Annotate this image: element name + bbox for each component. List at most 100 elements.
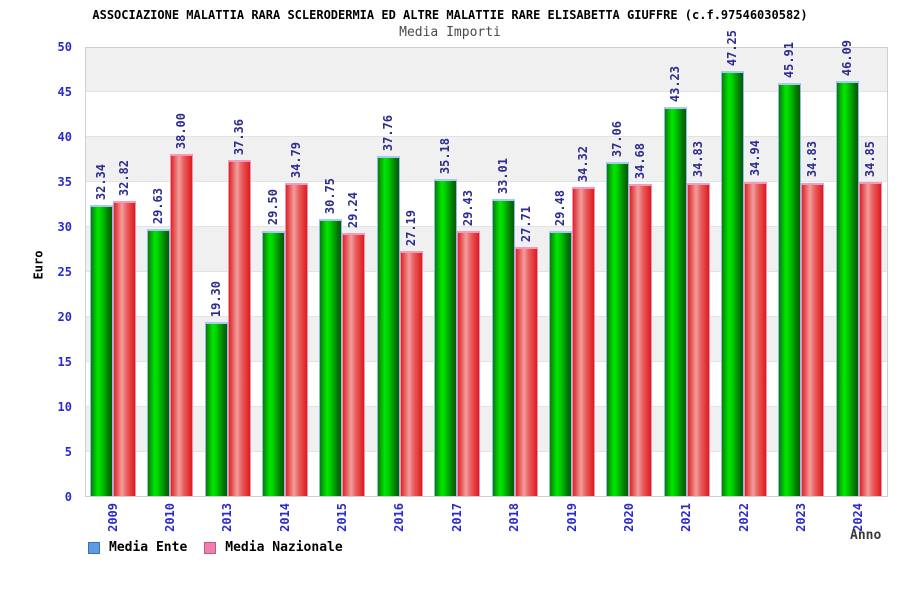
- bar-media-ente-2016: [376, 156, 400, 496]
- bar-value-label-media-nazionale-2016: 27.19: [403, 210, 418, 247]
- x-tick-label-2023: 2023: [793, 503, 808, 532]
- bar-media-ente-2022: [720, 70, 744, 496]
- bar-group-2021: 43.23 34.83: [660, 48, 717, 496]
- bar-media-nazionale-2010: [170, 154, 194, 496]
- legend-label-media-ente: Media Ente: [109, 540, 188, 555]
- y-tick-label-15: 15: [57, 355, 72, 369]
- bar-media-ente-2009: [90, 204, 113, 496]
- bar-group-2018: 33.01 27.71: [488, 48, 545, 496]
- x-tick-label-2017: 2017: [449, 503, 464, 532]
- x-tick-label-2022: 2022: [736, 503, 751, 532]
- bar-value-label-media-nazionale-2021: 34.83: [690, 141, 705, 178]
- y-tick-label-50: 50: [57, 40, 72, 54]
- bar-media-nazionale-2024: [858, 182, 882, 496]
- bar-media-nazionale-2015: [342, 232, 366, 496]
- bar-group-2024: 46.09 34.85: [832, 40, 889, 496]
- x-tick-label-2021: 2021: [679, 503, 694, 532]
- bar-media-nazionale-2016: [399, 251, 423, 496]
- bar-value-label-media-ente-2010: 29.63: [151, 188, 166, 225]
- bar-group-2017: 35.18 29.43: [430, 48, 487, 496]
- bar-media-nazionale-2021: [686, 182, 710, 496]
- bar-media-nazionale-2014: [285, 182, 309, 496]
- bar-value-label-media-ente-2015: 30.75: [323, 178, 338, 215]
- bar-group-2022: 47.25 34.94: [717, 30, 774, 496]
- bar-value-label-media-nazionale-2018: 27.71: [518, 205, 533, 242]
- x-tick-label-2015: 2015: [335, 503, 350, 532]
- bar-media-ente-2018: [491, 198, 515, 496]
- bar-media-nazionale-2019: [571, 187, 595, 496]
- x-tick-label-2014: 2014: [277, 503, 292, 532]
- plot-area: 32.34 32.82 29.63 38.00 19.30 37.36 29.50 34.79…: [85, 30, 889, 497]
- y-tick-label-25: 25: [57, 265, 72, 279]
- bar-group-2013: 19.30 37.36: [201, 48, 258, 496]
- bar-media-nazionale-2009: [113, 200, 136, 496]
- bar-group-2015: 30.75 29.24: [315, 48, 372, 496]
- y-tick-label-20: 20: [57, 310, 72, 324]
- bar-media-ente-2013: [204, 322, 228, 496]
- bar-value-label-media-nazionale-2019: 34.32: [575, 146, 590, 183]
- bar-value-label-media-nazionale-2017: 29.43: [461, 190, 476, 227]
- bar-value-label-media-ente-2020: 37.06: [610, 121, 625, 158]
- bar-media-ente-2019: [548, 230, 572, 496]
- x-tick-label-2019: 2019: [564, 503, 579, 532]
- bar-group-2023: 45.91 34.83: [774, 42, 831, 496]
- y-tick-label-40: 40: [57, 130, 72, 144]
- bar-value-label-media-nazionale-2020: 34.68: [633, 142, 648, 179]
- x-tick-label-2018: 2018: [507, 503, 522, 532]
- bar-media-ente-2015: [319, 219, 343, 496]
- chart-title: ASSOCIAZIONE MALATTIA RARA SCLERODERMIA …: [92, 8, 808, 22]
- bar-media-ente-2020: [606, 162, 630, 496]
- bar-value-label-media-ente-2017: 35.18: [438, 138, 453, 175]
- y-tick-label-0: 0: [64, 490, 72, 504]
- bar-group-2014: 29.50 34.79: [258, 48, 315, 496]
- bar-group-2016: 37.76 27.19: [373, 48, 430, 496]
- legend-label-media-nazionale: Media Nazionale: [225, 540, 343, 555]
- bar-group-2020: 37.06 34.68: [602, 48, 659, 496]
- x-axis-tick-labels: 2009 2010 2013 2014 2015 2016 2017 2018 2019 2020…: [0, 503, 900, 539]
- bar-media-nazionale-2017: [457, 231, 481, 496]
- bar-value-label-media-ente-2024: 46.09: [839, 40, 854, 77]
- bar-media-nazionale-2020: [629, 183, 653, 496]
- bar-value-label-media-nazionale-2013: 37.36: [231, 118, 246, 155]
- bar-value-label-media-ente-2019: 29.48: [552, 189, 567, 226]
- x-tick-label-2013: 2013: [220, 503, 235, 532]
- bar-value-label-media-nazionale-2022: 34.94: [747, 140, 762, 177]
- bar-value-label-media-nazionale-2009: 32.82: [117, 159, 131, 196]
- bar-media-nazionale-2013: [227, 159, 251, 496]
- bar-value-label-media-nazionale-2014: 34.79: [289, 141, 304, 178]
- bar-value-label-media-nazionale-2024: 34.85: [862, 141, 877, 178]
- bar-group-2019: 29.48 34.32: [545, 48, 602, 496]
- y-axis-tick-labels: 0 5 10 15 20 25 30 35 40 45 50: [0, 40, 78, 504]
- bar-value-label-media-ente-2009: 32.34: [94, 163, 108, 200]
- bar-value-label-media-ente-2021: 43.23: [667, 65, 682, 102]
- bar-media-nazionale-2018: [514, 246, 538, 496]
- y-tick-label-45: 45: [57, 85, 72, 99]
- x-tick-label-2010: 2010: [163, 503, 178, 532]
- bar-media-ente-2024: [835, 81, 859, 496]
- bar-group-2009: 32.34 32.82: [86, 48, 143, 496]
- y-tick-label-35: 35: [57, 175, 72, 189]
- bar-value-label-media-ente-2023: 45.91: [782, 41, 797, 78]
- bar-media-ente-2023: [778, 82, 802, 496]
- y-tick-label-10: 10: [57, 400, 72, 414]
- y-tick-label-30: 30: [57, 220, 72, 234]
- bar-media-ente-2021: [663, 106, 687, 496]
- x-tick-label-2020: 2020: [621, 503, 636, 532]
- bar-value-label-media-ente-2022: 47.25: [724, 29, 739, 66]
- legend: Media Ente Media Nazionale: [88, 540, 343, 555]
- bar-media-nazionale-2023: [801, 182, 825, 496]
- chart-subtitle: Media Importi: [399, 25, 501, 40]
- bar-media-ente-2010: [147, 229, 171, 496]
- bar-value-label-media-ente-2014: 29.50: [266, 189, 281, 226]
- bar-media-ente-2014: [262, 230, 286, 496]
- bar-value-label-media-nazionale-2010: 38.00: [174, 112, 189, 149]
- x-tick-label-2016: 2016: [392, 503, 407, 532]
- legend-swatch-media-nazionale-icon: [204, 541, 217, 554]
- bar-media-ente-2017: [434, 179, 458, 496]
- y-tick-label-5: 5: [64, 445, 72, 459]
- bar-group-2010: 29.63 38.00: [143, 48, 200, 496]
- x-tick-label-2009: 2009: [105, 503, 120, 532]
- bar-value-label-media-ente-2013: 19.30: [208, 281, 223, 318]
- bar-media-nazionale-2022: [743, 181, 767, 496]
